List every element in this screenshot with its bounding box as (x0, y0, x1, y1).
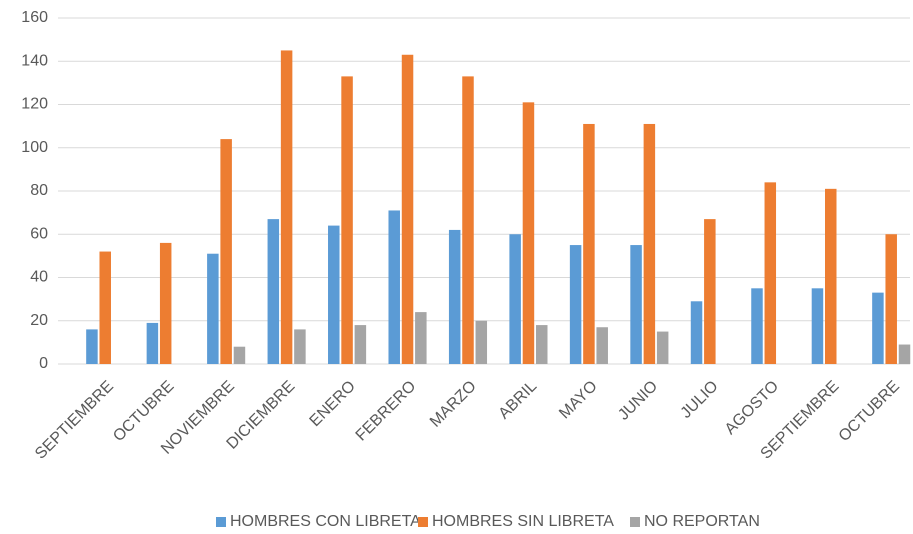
y-tick-label: 80 (30, 182, 48, 199)
bar (704, 219, 716, 364)
bar (448, 229, 461, 364)
y-tick-label: 100 (21, 139, 48, 156)
bar (811, 288, 824, 364)
bar (233, 346, 246, 364)
bar (388, 210, 400, 364)
x-tick-label: AGOSTO (722, 378, 782, 438)
bar (898, 344, 911, 364)
bar (872, 292, 884, 364)
x-tick-label: ENERO (307, 378, 359, 430)
bar (690, 301, 703, 364)
y-tick-label: 160 (21, 9, 48, 26)
bar (764, 182, 777, 364)
bar (99, 251, 111, 364)
bar (159, 242, 172, 364)
bar (751, 288, 763, 364)
bar (569, 245, 582, 364)
bar (294, 329, 306, 364)
bar (656, 331, 669, 364)
legend-swatch (216, 517, 226, 527)
y-tick-label: 120 (21, 96, 48, 113)
x-tick-label: OCTUBRE (836, 378, 903, 445)
bar (885, 234, 897, 364)
bar (630, 245, 642, 364)
bar (354, 325, 367, 364)
bar (207, 253, 219, 364)
bar (415, 312, 427, 364)
x-tick-label: JULIO (678, 378, 722, 422)
legend-swatch (630, 517, 640, 527)
y-tick-label: 0 (39, 355, 48, 372)
bar (267, 219, 280, 364)
bar (220, 139, 232, 364)
x-tick-label: SEPTIEMBRE (32, 378, 117, 463)
bar (401, 54, 414, 364)
bar (583, 123, 595, 365)
x-tick-label: MARZO (427, 378, 480, 431)
bar (328, 225, 340, 364)
x-tick-label: MAYO (556, 378, 601, 423)
x-tick-label: JUNIO (615, 378, 661, 424)
bar (280, 50, 293, 364)
x-tick-label: FEBRERO (353, 378, 420, 445)
legend-label: NO REPORTAN (644, 513, 760, 530)
legend-swatch (418, 517, 428, 527)
bar (643, 123, 656, 365)
legend-label: HOMBRES CON LIBRETA (230, 513, 421, 530)
bar (86, 329, 98, 364)
bar (462, 76, 474, 364)
legend-label: HOMBRES SIN LIBRETA (432, 513, 614, 530)
bar (536, 325, 548, 364)
bar (146, 322, 159, 364)
bar (475, 320, 488, 364)
y-tick-label: 60 (30, 225, 48, 242)
bar (825, 188, 837, 364)
y-tick-label: 20 (30, 312, 48, 329)
bar (522, 102, 535, 365)
y-tick-label: 140 (21, 52, 48, 69)
bar (509, 234, 521, 364)
bar (596, 327, 608, 364)
x-tick-label: ABRIL (496, 378, 541, 423)
bar (341, 76, 353, 364)
y-tick-label: 40 (30, 269, 48, 286)
